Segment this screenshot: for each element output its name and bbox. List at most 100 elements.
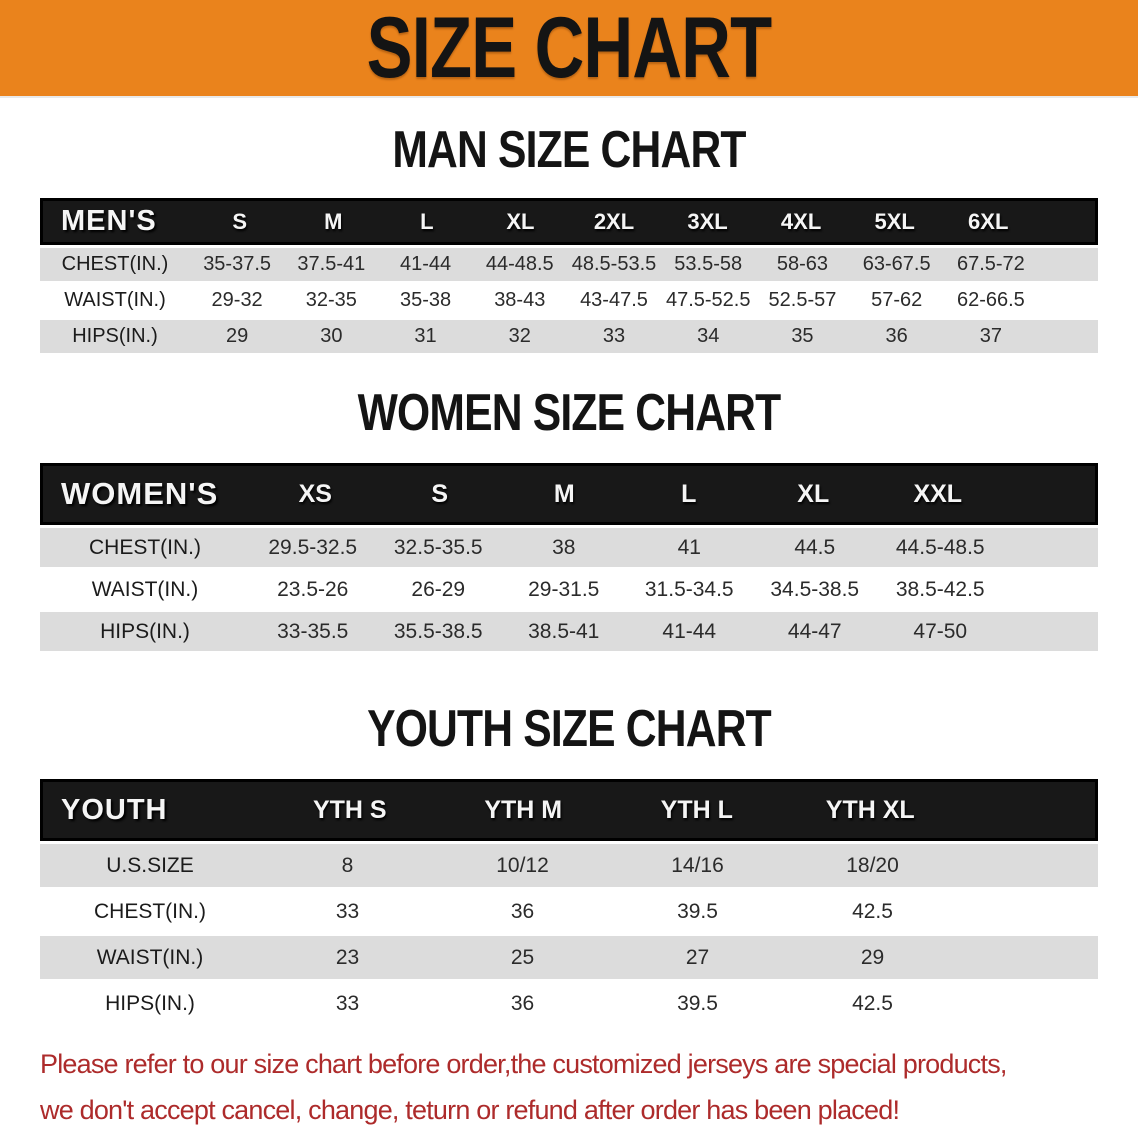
size-value-cell: 27 [685, 945, 710, 969]
table-row: U.S.SIZE 8 10/12 14/16 18/20 [40, 844, 1098, 887]
size-value-cell: 31 [414, 325, 437, 347]
mens-size-table: MEN'S S M L XL 2XL 3XL 4XL 5XL 6XL CHEST(IN.) 35-37… [40, 198, 1098, 353]
table-header-row: YOUTH YTH S YTH M YTH L YTH XL [40, 779, 1098, 841]
table-row: WAIST(IN.) 29-32 32-35 35-38 38-43 43-47.5 47.… [40, 284, 1098, 317]
size-column-header: L [420, 208, 434, 234]
size-value-cell: 34 [697, 325, 720, 347]
size-column-header: XL [506, 208, 535, 234]
size-column-header: 2XL [593, 208, 635, 234]
table-row: HIPS(IN.) 29 30 31 32 33 34 35 36 37 [40, 320, 1098, 353]
size-value-cell: 62-66.5 [956, 289, 1025, 311]
youth-section-heading: YOUTH SIZE CHART [367, 700, 772, 758]
size-value-cell: 32.5-35.5 [393, 535, 483, 559]
size-value-cell: 36 [885, 325, 908, 347]
size-column-header: YTH XL [825, 795, 915, 824]
row-label: HIPS(IN.) [72, 325, 158, 347]
size-value-cell: 38.5-42.5 [895, 577, 985, 601]
table-row: HIPS(IN.) 33-35.5 35.5-38.5 38.5-41 41-44 44-… [40, 612, 1098, 651]
size-column-header: 5XL [874, 208, 915, 234]
size-column-header: XL [797, 479, 830, 508]
table-label: YOUTH [61, 793, 168, 826]
size-value-cell: 29.5-32.5 [268, 535, 358, 559]
banner-title: SIZE CHART [366, 0, 773, 96]
size-value-cell: 37.5-41 [297, 253, 366, 275]
size-value-cell: 10/12 [496, 853, 549, 877]
row-label: HIPS(IN.) [100, 619, 190, 643]
size-value-cell: 58-63 [776, 253, 829, 275]
size-column-header: YTH M [484, 795, 563, 824]
size-value-cell: 44-48.5 [485, 253, 554, 275]
size-value-cell: 67.5-72 [956, 253, 1025, 275]
size-value-cell: 42.5 [852, 991, 893, 1015]
table-row: HIPS(IN.) 33 36 39.5 42.5 [40, 982, 1098, 1025]
row-label: WAIST(IN.) [64, 289, 166, 311]
size-value-cell: 32 [508, 325, 531, 347]
size-value-cell: 44.5-48.5 [895, 535, 985, 559]
size-value-cell: 41-44 [399, 253, 452, 275]
table-row: CHEST(IN.) 29.5-32.5 32.5-35.5 38 41 44.5 44.5… [40, 528, 1098, 567]
row-label: WAIST(IN.) [96, 945, 204, 969]
youth-size-table: YOUTH YTH S YTH M YTH L YTH XL U.S.SIZE 8 10/12… [40, 779, 1098, 1025]
size-value-cell: 41 [677, 535, 701, 559]
size-value-cell: 52.5-57 [768, 289, 837, 311]
size-value-cell: 35 [791, 325, 814, 347]
size-value-cell: 29 [225, 325, 249, 347]
size-column-header: M [324, 208, 343, 234]
size-value-cell: 63-67.5 [862, 253, 931, 275]
size-value-cell: 33-35.5 [277, 619, 349, 643]
table-row: WAIST(IN.) 23 25 27 29 [40, 936, 1098, 979]
row-label: CHEST(IN.) [94, 899, 206, 923]
table-header-row: MEN'S S M L XL 2XL 3XL 4XL 5XL 6XL [40, 198, 1098, 245]
size-column-header: YTH L [660, 795, 733, 824]
table-row: WAIST(IN.) 23.5-26 26-29 29-31.5 31.5-34.5 34… [40, 570, 1098, 609]
size-column-header: YTH S [312, 795, 387, 824]
size-value-cell: 35-38 [399, 289, 452, 311]
size-value-cell: 53.5-58 [674, 253, 743, 275]
size-value-cell: 41-44 [662, 619, 717, 643]
size-value-cell: 36 [510, 899, 535, 923]
banner: SIZE CHART [0, 0, 1138, 98]
size-column-header: 4XL [780, 208, 822, 234]
row-label: CHEST(IN.) [89, 535, 201, 559]
size-value-cell: 8 [341, 853, 354, 877]
size-value-cell: 47.5-52.5 [665, 289, 751, 311]
size-value-cell: 42.5 [852, 899, 893, 923]
table-header-row: WOMEN'S XS S M L XL XXL [40, 463, 1098, 525]
size-value-cell: 35.5-38.5 [393, 619, 483, 643]
size-value-cell: 34.5-38.5 [770, 577, 860, 601]
size-column-header: XS [298, 479, 332, 508]
size-value-cell: 25 [510, 945, 535, 969]
size-column-header: S [431, 479, 449, 508]
size-value-cell: 39.5 [677, 991, 718, 1015]
size-value-cell: 48.5-53.5 [571, 253, 657, 275]
size-value-cell: 33 [335, 899, 360, 923]
womens-size-table: WOMEN'S XS S M L XL XXL CHEST(IN.) 29.5-32.5 32.5… [40, 463, 1098, 651]
size-value-cell: 29-31.5 [528, 577, 600, 601]
size-column-header: 3XL [687, 208, 728, 234]
size-value-cell: 29-32 [211, 289, 263, 311]
size-column-header: S [232, 208, 248, 234]
size-value-cell: 26-29 [411, 577, 466, 601]
row-label: U.S.SIZE [106, 853, 194, 877]
disclaimer: Please refer to our size chart before or… [0, 1041, 1138, 1132]
size-value-cell: 38.5-41 [528, 619, 600, 643]
size-value-cell: 33 [335, 991, 360, 1015]
size-value-cell: 33 [602, 325, 626, 347]
size-column-header: 6XL [968, 208, 1009, 234]
size-value-cell: 39.5 [677, 899, 718, 923]
size-value-cell: 43-47.5 [580, 289, 648, 311]
disclaimer-line-2: we don't accept cancel, change, teturn o… [40, 1095, 900, 1125]
size-value-cell: 35-37.5 [203, 253, 272, 275]
row-label: WAIST(IN.) [91, 577, 199, 601]
table-label: WOMEN'S [61, 476, 219, 511]
size-value-cell: 14/16 [671, 853, 724, 877]
man-section-heading: MAN SIZE CHART [392, 121, 746, 179]
row-label: CHEST(IN.) [61, 253, 169, 275]
size-value-cell: 47-50 [913, 619, 968, 643]
disclaimer-line-1: Please refer to our size chart before or… [40, 1049, 1007, 1079]
size-value-cell: 23 [335, 945, 360, 969]
row-label: HIPS(IN.) [105, 991, 195, 1015]
table-row: CHEST(IN.) 33 36 39.5 42.5 [40, 890, 1098, 933]
size-value-cell: 44-47 [787, 619, 842, 643]
